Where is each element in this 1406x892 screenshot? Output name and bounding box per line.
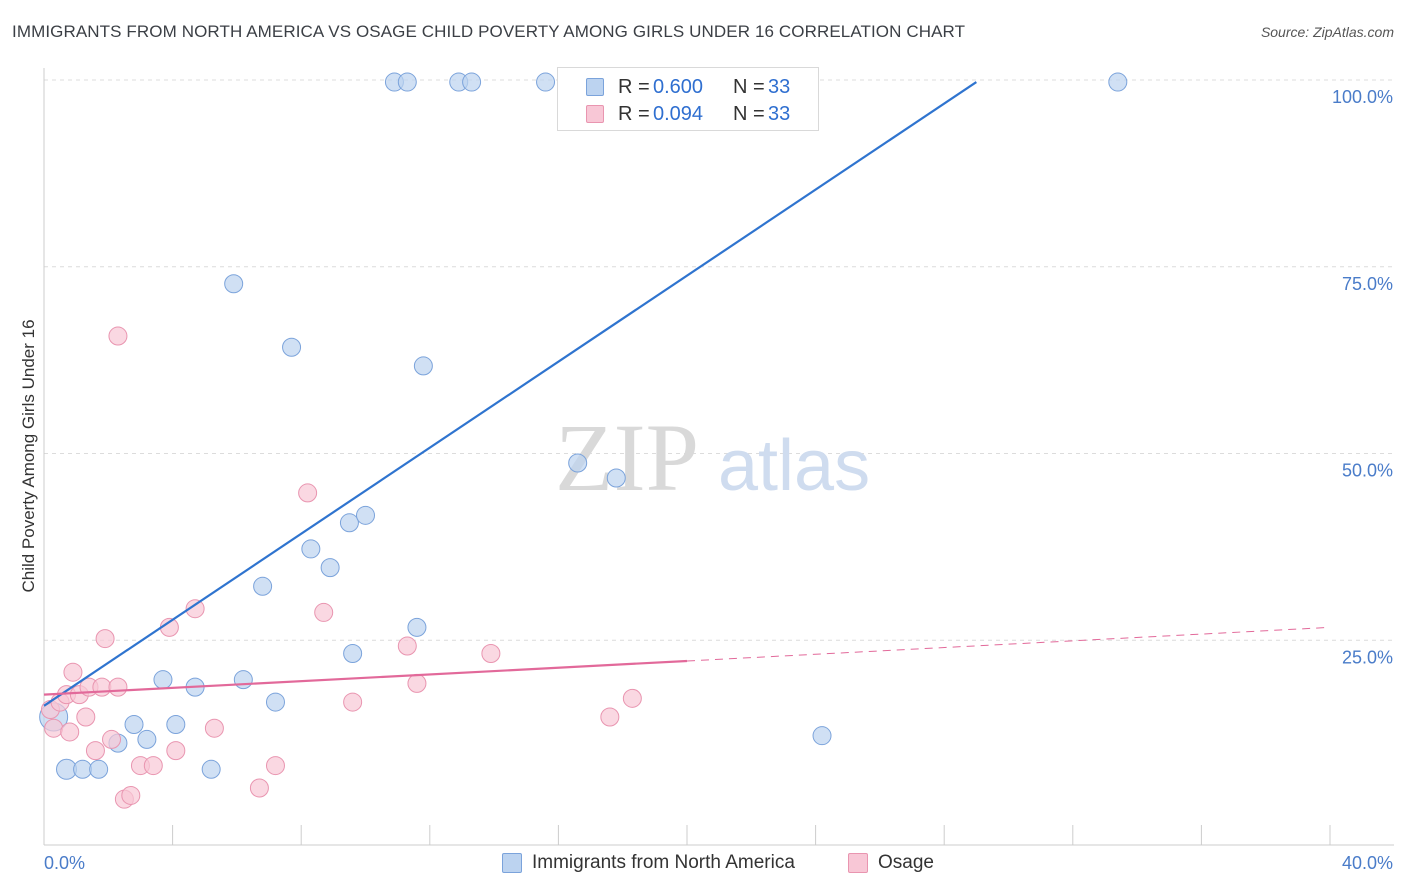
blue-point xyxy=(343,644,363,664)
n-value: 33 xyxy=(768,75,791,98)
n-label: N = xyxy=(733,102,765,125)
legend-label: Immigrants from North America xyxy=(532,852,795,873)
blue-trend-line xyxy=(43,81,977,707)
pink-point xyxy=(397,636,417,656)
blue-point xyxy=(224,274,244,294)
pink-point xyxy=(121,785,141,805)
pink-point xyxy=(76,707,96,727)
pink-point xyxy=(407,673,427,693)
data-points xyxy=(39,72,1128,809)
blue-point xyxy=(201,759,221,779)
blue-point xyxy=(73,759,93,779)
legend-label: Osage xyxy=(878,852,934,873)
blue-point xyxy=(397,72,417,92)
blue-point xyxy=(812,726,832,746)
pink-point xyxy=(600,707,620,727)
blue-point xyxy=(124,714,144,734)
blue-point xyxy=(166,714,186,734)
pink-trend-line xyxy=(43,659,688,696)
tick-labels: 25.0% 50.0% 75.0% 100.0% 0.0% 40.0% xyxy=(44,87,1393,873)
blue-point xyxy=(536,72,556,92)
n-label: N = xyxy=(733,75,765,98)
pink-point xyxy=(92,677,112,697)
blue-point xyxy=(356,505,375,525)
y-tick-label: 75.0% xyxy=(1342,274,1393,294)
pink-point xyxy=(108,326,128,346)
n-value: 33 xyxy=(768,102,791,125)
pink-point xyxy=(166,741,186,761)
r-value: 0.600 xyxy=(653,75,704,98)
pink-point xyxy=(249,778,269,798)
pink-trend-extension xyxy=(686,626,1331,662)
blue-swatch-icon xyxy=(586,78,604,96)
blue-point xyxy=(339,513,359,533)
pink-point xyxy=(102,729,122,749)
chart-title: IMMIGRANTS FROM NORTH AMERICA VS OSAGE C… xyxy=(12,22,966,41)
legend-item-immigrants[interactable]: Immigrants from North America xyxy=(502,852,795,874)
watermark-atlas: atlas xyxy=(718,426,870,506)
x-tick-label-max: 40.0% xyxy=(1342,853,1393,873)
source-credit: Source: ZipAtlas.com xyxy=(1260,24,1394,40)
blue-point xyxy=(137,729,157,749)
blue-point xyxy=(282,337,302,357)
blue-point xyxy=(89,759,109,779)
r-label: R = xyxy=(618,75,650,98)
pink-point xyxy=(343,692,363,712)
r-value: 0.094 xyxy=(653,102,704,125)
pink-point xyxy=(108,677,128,697)
pink-point xyxy=(204,718,224,738)
blue-point xyxy=(462,72,482,92)
r-label: R = xyxy=(618,102,650,125)
blue-point xyxy=(606,468,626,488)
pink-square-icon xyxy=(848,853,868,873)
blue-point xyxy=(413,356,433,376)
pink-point xyxy=(60,722,80,742)
pink-point xyxy=(265,756,285,776)
legend-item-osage[interactable]: Osage xyxy=(848,852,934,874)
y-tick-label: 50.0% xyxy=(1342,461,1393,481)
y-tick-label: 25.0% xyxy=(1342,647,1393,667)
pink-point xyxy=(314,602,334,622)
grid-lines xyxy=(44,79,1394,641)
blue-point xyxy=(568,453,588,473)
pink-point xyxy=(481,644,501,664)
blue-point xyxy=(153,670,173,690)
pink-point xyxy=(85,741,105,761)
pink-point xyxy=(185,599,205,619)
blue-point xyxy=(407,617,427,637)
pink-point xyxy=(298,483,318,503)
pink-point xyxy=(143,756,163,776)
blue-point xyxy=(301,539,321,559)
blue-point xyxy=(1108,72,1128,92)
trend-lines xyxy=(43,81,1331,707)
pink-point xyxy=(95,629,115,649)
y-axis-label: Child Poverty Among Girls Under 16 xyxy=(19,319,38,592)
watermark: ZIP atlas xyxy=(555,404,870,511)
y-tick-label: 100.0% xyxy=(1332,87,1393,107)
pink-point xyxy=(44,718,64,738)
pink-swatch-icon xyxy=(586,105,604,123)
blue-point xyxy=(265,692,285,712)
blue-point xyxy=(320,558,340,578)
pink-point xyxy=(63,662,83,682)
blue-square-icon xyxy=(502,853,522,873)
blue-point xyxy=(233,670,253,690)
pink-point xyxy=(622,688,642,708)
x-tick-label-min: 0.0% xyxy=(44,853,85,873)
blue-point xyxy=(253,576,273,596)
series-legend: Immigrants from North America Osage xyxy=(0,852,1406,878)
stats-legend: R = 0.600 N = 33 R = 0.094 N = 33 xyxy=(557,67,819,131)
